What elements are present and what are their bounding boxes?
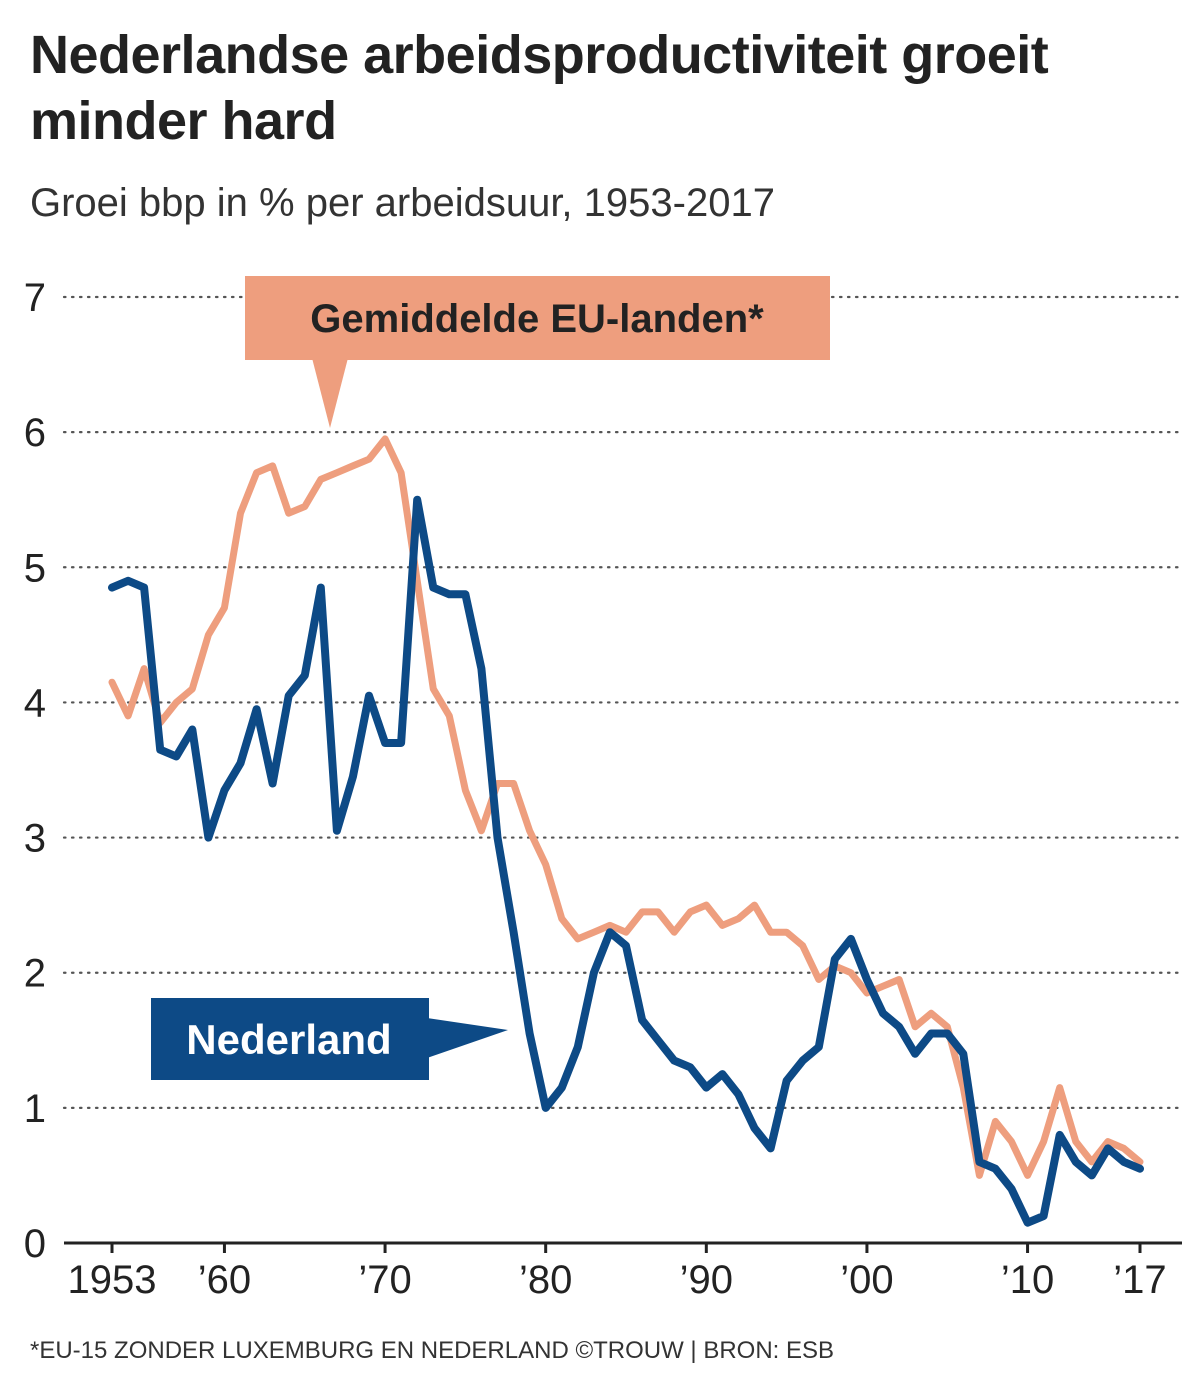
series-line-nl [108, 495, 1144, 1227]
legend-eu: Gemiddelde EU-landen* [245, 276, 830, 428]
y-axis-ticks: 0 1 2 3 4 5 6 7 [24, 276, 46, 1266]
legend-eu-pointer [312, 358, 348, 428]
gridlines [62, 295, 1184, 1109]
y-tick-label: 7 [24, 276, 46, 320]
x-tick-label: ’10 [1001, 1258, 1054, 1302]
x-axis-ticks: 1953 ’60 ’70 ’80 ’90 ’00 ’10 ’17 [68, 1243, 1167, 1302]
x-tick-label: ’70 [358, 1258, 411, 1302]
legend-eu-box [245, 276, 830, 360]
footnote-source: *EU-15 ZONDER LUXEMBURG EN NEDERLAND ©TR… [30, 1337, 835, 1364]
line-chart: 0 1 2 3 4 5 6 7 1953 ’60 ’70 ’80 ’90 ’00 ’10 ’17 Gemid… [24, 276, 1184, 1302]
x-tick-label: ’80 [519, 1258, 572, 1302]
legend-nl-box [151, 998, 429, 1080]
x-tick-label: ’90 [680, 1258, 733, 1302]
legend-nl-label: Nederland [186, 1016, 391, 1063]
x-tick-label: ’17 [1113, 1258, 1166, 1302]
y-tick-label: 1 [24, 1087, 46, 1131]
y-tick-label: 5 [24, 546, 46, 590]
y-tick-label: 0 [24, 1222, 46, 1266]
legend-eu-label: Gemiddelde EU-landen* [310, 297, 764, 341]
y-tick-label: 3 [24, 817, 46, 861]
x-tick-label: 1953 [68, 1258, 157, 1302]
y-tick-label: 2 [24, 952, 46, 996]
chart-subtitle: Groei bbp in % per arbeidsuur, 1953-2017 [30, 181, 775, 225]
x-tick-label: ’00 [840, 1258, 893, 1302]
y-tick-label: 4 [24, 681, 46, 725]
x-tick-label: ’60 [198, 1258, 251, 1302]
series-lines [108, 435, 1144, 1227]
chart-title: Nederlandse arbeidsproductiviteit groeit… [30, 25, 1049, 151]
y-tick-label: 6 [24, 411, 46, 455]
legend-nl-pointer [427, 1018, 508, 1058]
legend-nl: Nederland [151, 998, 508, 1080]
